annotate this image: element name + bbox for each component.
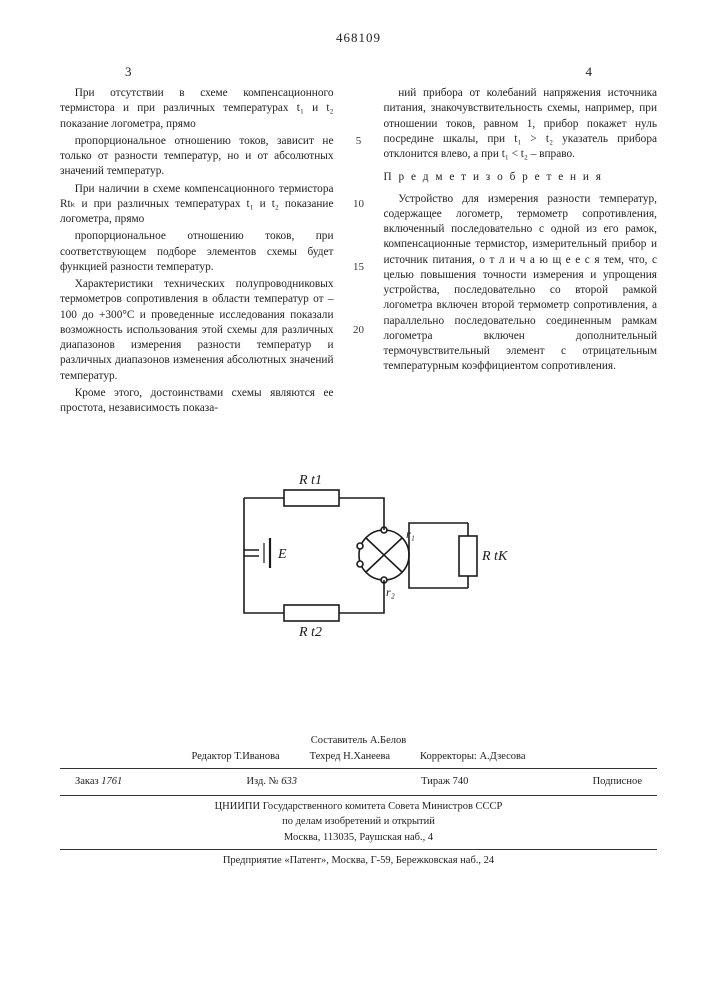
para: При отсутствии в схеме компенсационного … bbox=[60, 86, 334, 132]
text-columns: При отсутствии в схеме компенсационного … bbox=[60, 86, 657, 418]
left-column: При отсутствии в схеме компенсационного … bbox=[60, 86, 334, 418]
corr-label: Корректоры: bbox=[420, 751, 477, 762]
label-r2: r₂ bbox=[386, 585, 395, 599]
org-line: Москва, 113035, Раушская наб., 4 bbox=[60, 830, 657, 846]
corr-name: А.Дзесова bbox=[479, 751, 525, 762]
teched-label: Техред bbox=[310, 751, 341, 762]
print-info-row: Заказ 1761 Изд. № 633 Тираж 740 Подписно… bbox=[60, 772, 657, 792]
patent-page: 468109 3 4 При отсутствии в схеме компен… bbox=[0, 0, 707, 1000]
label-r1: r₁ bbox=[406, 527, 415, 541]
order-label: Заказ bbox=[75, 776, 99, 787]
para: ний прибора от колебаний напряжения исто… bbox=[384, 86, 658, 162]
line-num: 10 bbox=[353, 149, 364, 212]
line-num: 15 bbox=[353, 212, 364, 275]
circ-label: Тираж bbox=[421, 776, 450, 787]
label-rt1: R t1 bbox=[298, 473, 322, 488]
claim-title: П р е д м е т и з о б р е т е н и я bbox=[384, 170, 658, 185]
subscription: Подписное bbox=[593, 774, 642, 790]
para: Устройство для измерения разности темпер… bbox=[384, 192, 658, 375]
circuit-diagram: R t1 R t2 R tK E r₁ r₂ bbox=[60, 468, 657, 643]
teched-name: Н.Ханеева bbox=[343, 751, 390, 762]
right-column: ний прибора от колебаний напряжения исто… bbox=[384, 86, 658, 418]
editor-label: Редактор bbox=[191, 751, 231, 762]
org-line: Предприятие «Патент», Москва, Г-59, Бере… bbox=[60, 853, 657, 869]
editor-name: Т.Иванова bbox=[234, 751, 279, 762]
issue-label: Изд. № bbox=[246, 776, 278, 787]
order-num: 1761 bbox=[101, 776, 122, 787]
para: пропорциональное отношению токов, при со… bbox=[60, 229, 334, 275]
para: При наличии в схеме компенсационного тер… bbox=[60, 182, 334, 228]
column-page-numbers: 3 4 bbox=[125, 64, 592, 80]
line-num: 20 bbox=[353, 275, 364, 338]
left-page-number: 3 bbox=[125, 64, 132, 80]
para: пропорциональное отношению токов, зависи… bbox=[60, 134, 334, 180]
line-num: 5 bbox=[356, 86, 362, 149]
org-line: ЦНИИПИ Государственного комитета Совета … bbox=[60, 799, 657, 815]
right-page-number: 4 bbox=[586, 64, 593, 80]
line-numbers-gutter: 5 10 15 20 bbox=[352, 86, 366, 418]
issue-num: 633 bbox=[281, 776, 297, 787]
para: Характеристики технических полупроводник… bbox=[60, 277, 334, 384]
circ-num: 740 bbox=[453, 776, 469, 787]
para: Кроме этого, достоинствами схемы являютс… bbox=[60, 386, 334, 417]
document-number: 468109 bbox=[60, 30, 657, 46]
compositor-line: Составитель А.Белов bbox=[60, 733, 657, 749]
credit-row: Редактор Т.Иванова Техред Н.Ханеева Корр… bbox=[60, 749, 657, 765]
label-e: E bbox=[277, 547, 287, 562]
org-line: по делам изобретений и открытий bbox=[60, 814, 657, 830]
label-rt2: R t2 bbox=[298, 625, 322, 638]
footer-block: Составитель А.Белов Редактор Т.Иванова Т… bbox=[60, 733, 657, 868]
label-rtk: R tK bbox=[481, 549, 508, 564]
